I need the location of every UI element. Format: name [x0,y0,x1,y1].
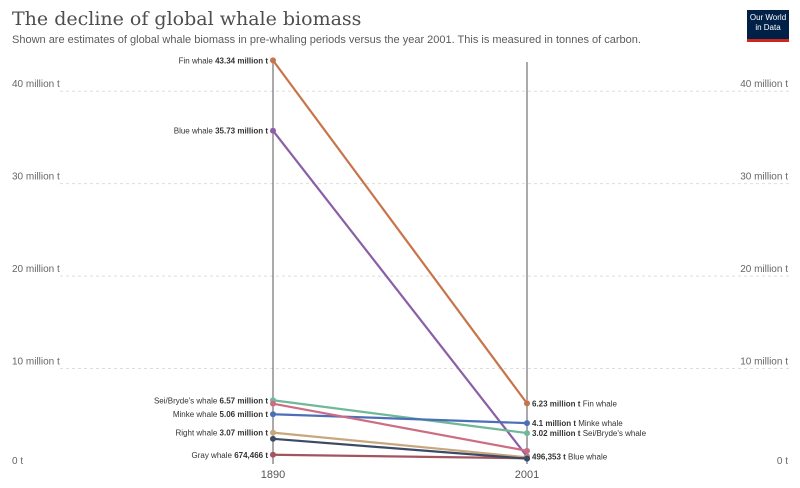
blue-whale-end-value: 496,353 t [532,452,568,461]
gray-whale-label-name: Gray whale [192,451,235,460]
y-tick-left: 30 million t [12,172,60,183]
blue-whale-end-name: Blue whale [568,452,608,461]
blue-whale-label-value: 35.73 million t [215,127,268,136]
series-6-point-1890 [270,400,276,407]
blue-whale-label-1890: Blue whale 35.73 million t [174,127,269,136]
x-tick-2001: 2001 [515,469,539,481]
minke-whale-end-value: 4.1 million t [532,419,578,428]
series-7-point-2001 [524,455,530,462]
blue-whale-label-name: Blue whale [174,127,215,136]
right-whale-point-1890 [270,429,276,436]
fin-whale-line [272,59,528,405]
sei-bryde-s-whale-end-value: 3.02 million t [532,429,583,438]
blue-whale-point-1890 [270,127,276,134]
sei-bryde-s-whale-label-1890: Sei/Bryde's whale 6.57 million t [154,396,268,405]
right-whale-label-name: Right whale [176,429,220,438]
gray-whale-point-1890 [270,451,276,458]
minke-whale-label-1890: Minke whale 5.06 million t [173,410,268,419]
blue-whale-label-2001: 496,353 t Blue whale [532,452,608,461]
logo-line-1: Our World [749,13,787,22]
minke-whale-label-2001: 4.1 million t Minke whale [532,419,623,428]
y-tick-right: 10 million t [740,357,788,368]
fin-whale-point-2001 [524,400,530,407]
y-tick-right: 40 million t [740,79,788,90]
gray-whale-label-1890: Gray whale 674,466 t [192,451,269,460]
series-6-line [272,402,528,452]
chart-title: The decline of global whale biomass [12,8,362,30]
blue-whale-line [272,130,528,458]
fin-whale-label-1890: Fin whale 43.34 million t [179,56,269,65]
series-6-point-2001 [524,447,530,454]
sei-bryde-s-whale-end-name: Sei/Bryde's whale [583,429,647,438]
y-tick-right: 0 t [777,456,788,467]
y-tick-right: 30 million t [740,172,788,183]
fin-whale-end-value: 6.23 million t [532,399,583,408]
y-tick-left: 20 million t [12,264,60,275]
right-whale-label-1890: Right whale 3.07 million t [176,429,269,438]
logo-line-2: in Data [755,23,781,32]
minke-whale-point-1890 [270,411,276,418]
fin-whale-point-1890 [270,57,276,64]
sei-bryde-s-whale-label-name: Sei/Bryde's whale [154,396,220,405]
chart-subtitle: Shown are estimates of global whale biom… [12,34,641,46]
y-tick-left: 40 million t [12,79,60,90]
minke-whale-label-name: Minke whale [173,410,220,419]
minke-whale-end-name: Minke whale [578,419,623,428]
right-whale-line [272,431,528,459]
gray-whale-label-value: 674,466 t [234,451,268,460]
fin-whale-label-value: 43.34 million t [215,56,268,65]
sei-bryde-s-whale-label-value: 6.57 million t [220,396,269,405]
x-tick-1890: 1890 [261,469,285,481]
fin-whale-label-name: Fin whale [179,56,215,65]
y-tick-left: 10 million t [12,357,60,368]
fin-whale-end-name: Fin whale [583,399,618,408]
series-7-point-1890 [270,435,276,442]
series-7-line [272,437,528,460]
minke-whale-point-2001 [524,420,530,427]
minke-whale-line [272,413,528,425]
gray-whale-line [272,453,528,460]
sei-bryde-s-whale-line [272,399,528,435]
sei-bryde-s-whale-label-2001: 3.02 million t Sei/Bryde's whale [532,429,647,438]
y-tick-right: 20 million t [740,264,788,275]
sei-bryde-s-whale-point-2001 [524,430,530,437]
fin-whale-label-2001: 6.23 million t Fin whale [532,399,617,408]
y-tick-left: 0 t [12,456,23,467]
owid-logo[interactable]: Our World in Data [747,10,789,42]
minke-whale-label-value: 5.06 million t [220,410,269,419]
right-whale-label-value: 3.07 million t [220,429,269,438]
